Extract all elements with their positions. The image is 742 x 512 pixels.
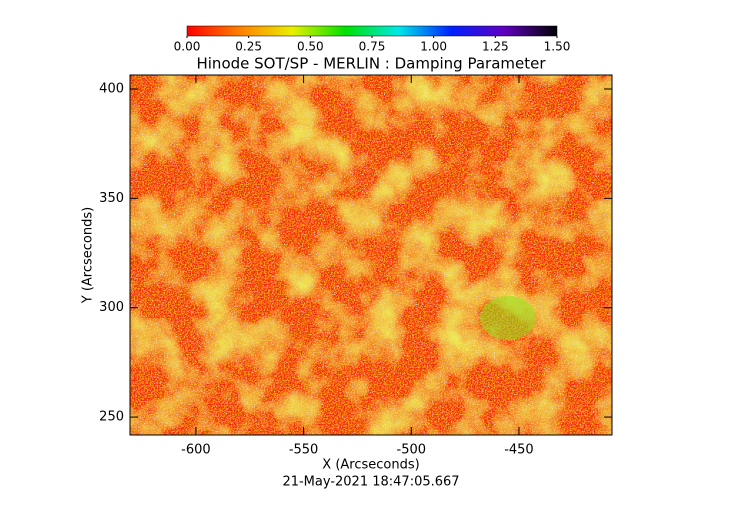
x-tick-label: -450 — [504, 443, 534, 458]
colorbar-tick-label: 1.50 — [544, 40, 571, 54]
spot-region — [480, 296, 536, 340]
colorbar-tick-label: 0.25 — [235, 40, 262, 54]
footer: 21-May-2021 18:47:05.667 — [282, 475, 459, 490]
y-tick-label: 300 — [99, 300, 124, 315]
colorbar — [186, 25, 558, 37]
y-axis-label: Y (Arcseconds) — [81, 207, 96, 304]
colorbar-tick-label: 0.00 — [174, 40, 201, 54]
colorbar-tick-label: 0.75 — [359, 40, 386, 54]
colorbar-tick-label: 1.25 — [482, 40, 509, 54]
x-tick-label: -500 — [397, 443, 427, 458]
y-tick-label: 400 — [99, 81, 124, 96]
x-tick-label: -550 — [289, 443, 319, 458]
colorbar-tick-label: 1.00 — [420, 40, 447, 54]
colorbar-tick-label: 0.50 — [297, 40, 324, 54]
plot-frame — [129, 74, 613, 436]
chart-title: Hinode SOT/SP - MERLIN : Damping Paramet… — [196, 55, 546, 73]
x-tick-label: -600 — [181, 443, 211, 458]
x-axis-label: X (Arcseconds) — [322, 458, 419, 473]
y-tick-label: 350 — [99, 191, 124, 206]
heatmap-image — [130, 75, 612, 435]
y-tick-label: 250 — [99, 410, 124, 425]
